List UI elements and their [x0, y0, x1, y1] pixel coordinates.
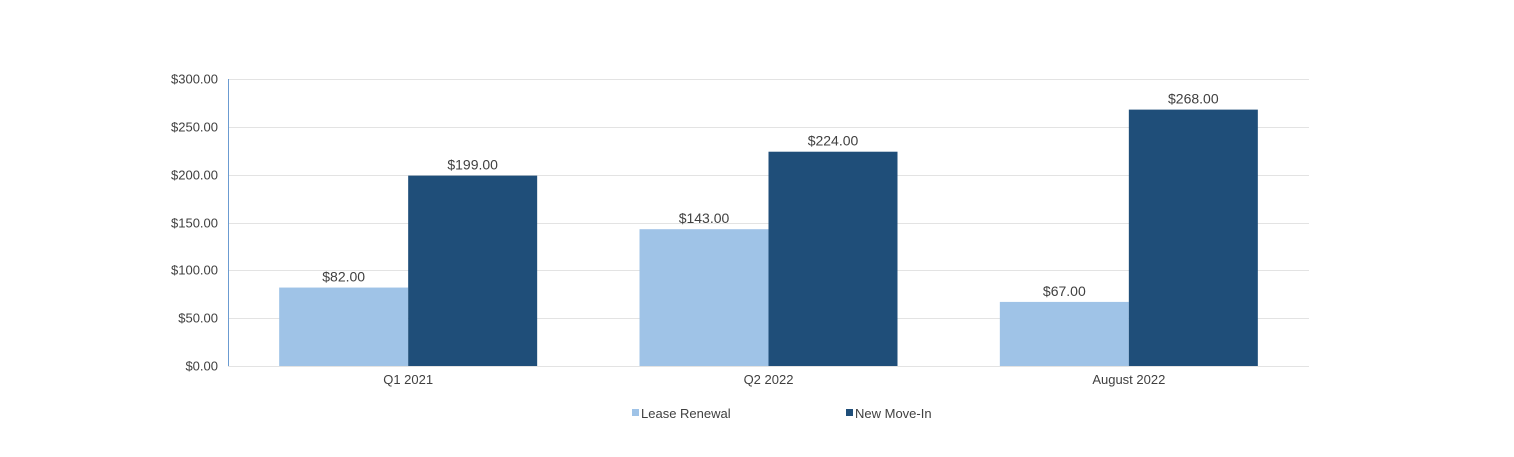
legend: Lease Renewal New Move-In: [632, 406, 932, 421]
y-tick-label: $0.00: [185, 359, 218, 374]
bars: [279, 109, 1258, 366]
data-labels: $82.00 $199.00 $143.00 $224.00 $67.00 $268.00: [322, 91, 1219, 299]
bar-lease-renewal: [279, 287, 409, 366]
bar-lease-renewal: [639, 229, 769, 366]
y-tick-label: $50.00: [178, 311, 218, 326]
y-tick-label: $100.00: [171, 263, 218, 278]
x-category-label: Q2 2022: [744, 372, 794, 387]
bar-new-move-in: [1128, 109, 1258, 366]
legend-swatch: [632, 409, 639, 416]
bar-data-label: $143.00: [679, 210, 730, 226]
bar-data-label: $268.00: [1168, 91, 1219, 107]
legend-label: New Move-In: [855, 406, 932, 421]
axes: $0.00 $50.00 $100.00 $150.00 $200.00 $250.00 $…: [171, 72, 1165, 388]
bar-data-label: $199.00: [447, 157, 498, 173]
x-category-label: August 2022: [1092, 372, 1165, 387]
bar-new-move-in: [408, 175, 538, 366]
legend-label: Lease Renewal: [641, 406, 731, 421]
legend-swatch: [846, 409, 853, 416]
y-tick-label: $150.00: [171, 216, 218, 231]
y-tick-label: $300.00: [171, 72, 218, 87]
y-tick-label: $250.00: [171, 120, 218, 135]
bar-data-label: $67.00: [1043, 283, 1086, 299]
bar-new-move-in: [768, 151, 898, 366]
y-tick-label: $200.00: [171, 168, 218, 183]
bar-data-label: $82.00: [322, 269, 365, 285]
bar-lease-renewal: [999, 301, 1129, 366]
x-category-label: Q1 2021: [383, 372, 433, 387]
bar-data-label: $224.00: [808, 133, 859, 149]
